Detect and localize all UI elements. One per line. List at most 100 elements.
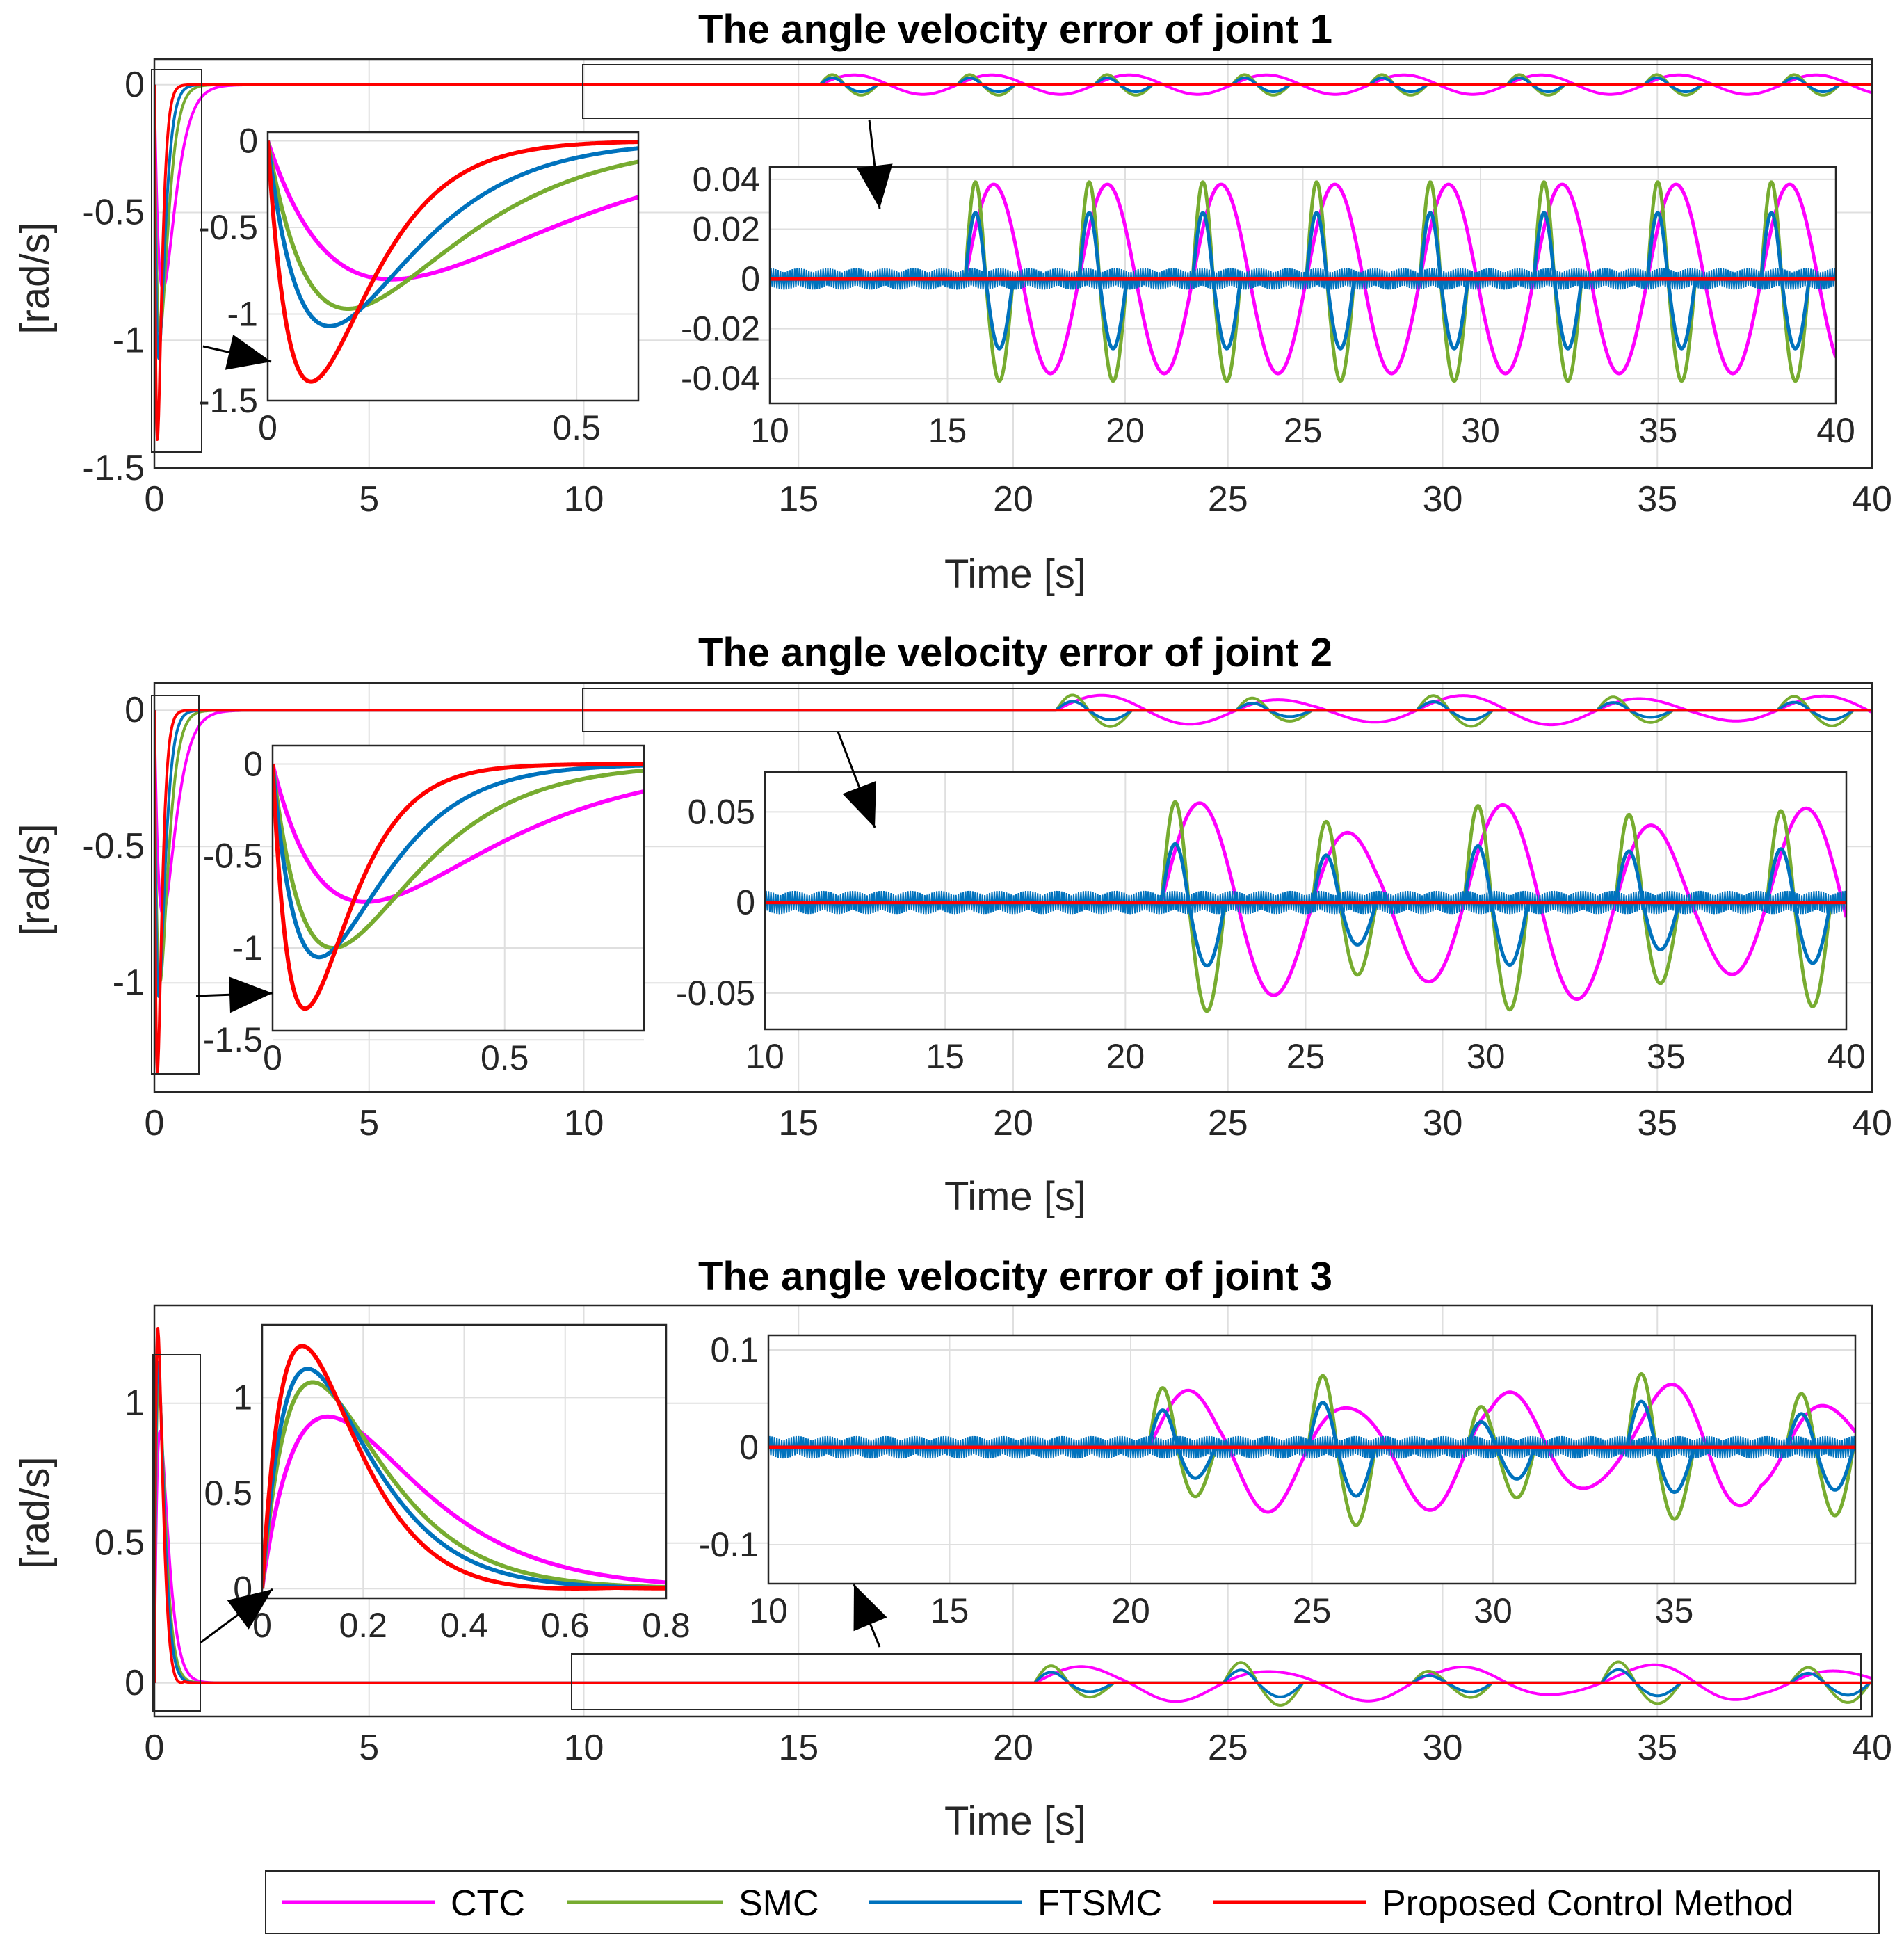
j3-inset-zoom-xtick-label: 35 <box>1655 1591 1694 1630</box>
legend-label-ftsmc: FTSMC <box>1038 1883 1162 1924</box>
j2-main-ytick-label: -0.5 <box>82 826 145 867</box>
j2-inset-transient-ytick-label: -1.5 <box>203 1020 263 1059</box>
j1-inset-zoom-xtick-label: 40 <box>1816 411 1855 450</box>
j2-inset-zoom-tick-labels: 10 15 20 25 30 35 40 0.05 0 -0.05 <box>676 792 1866 1076</box>
j1-inset-transient-ytick-label: 0 <box>239 121 258 160</box>
j1-zoom-box-steady <box>582 64 1873 119</box>
j2-inset-zoom-frame <box>764 771 1848 1031</box>
j1-inset-transient-series-smc <box>268 140 638 311</box>
j3-inset-transient-series-proposed <box>262 1344 666 1591</box>
j2-inset-transient-series-ctc <box>273 763 644 904</box>
x-axis-label-joint-3: Time [s] <box>944 1799 1086 1844</box>
j2-main-tick-labels: 0 5 10 15 20 25 30 35 40 0 -0.5 -1 <box>82 690 1892 1143</box>
j3-inset-zoom-xtick-label: 25 <box>1293 1591 1332 1630</box>
j1-inset-transient-ytick-label: -1 <box>227 294 258 333</box>
j2-main-series-proposed <box>154 709 1872 1074</box>
j2-inset-transient-frame <box>271 744 645 1032</box>
j1-main-xtick-label: 15 <box>778 479 818 520</box>
j2-inset-transient-xtick-label: 0 <box>263 1038 282 1077</box>
j2-main-xtick-label: 35 <box>1637 1103 1677 1143</box>
j1-main-series-proposed <box>154 83 1872 441</box>
j3-main-ytick-label: 0 <box>124 1663 145 1703</box>
j2-inset-zoom-xtick-label: 40 <box>1827 1037 1866 1076</box>
j3-main-xtick-label: 5 <box>359 1728 379 1768</box>
j3-inset-zoom-xtick-label: 20 <box>1111 1591 1150 1630</box>
j3-main-xtick-label: 20 <box>993 1728 1033 1768</box>
j2-inset-transient-series-proposed <box>273 762 644 1011</box>
j1-inset-transient-series-proposed <box>268 140 638 384</box>
j3-zoom-box-transient <box>152 1354 201 1712</box>
j3-inset-zoom-ytick-label: -0.1 <box>699 1525 759 1564</box>
j2-main-xtick-label: 5 <box>359 1103 379 1143</box>
j2-inset-zoom-xtick-label: 25 <box>1286 1037 1325 1076</box>
j3-main-ytick-label: 1 <box>124 1383 145 1424</box>
j1-inset-transient-tick-labels: 0 0.5 0 -0.5 -1 -1.5 <box>198 121 601 447</box>
j2-main-xtick-label: 25 <box>1208 1103 1248 1143</box>
j2-inset-transient: 0 0.5 0 -0.5 -1 -1.5 <box>203 744 645 1077</box>
j1-inset-transient-ytick-label: -0.5 <box>198 208 258 247</box>
j3-main-xtick-label: 10 <box>564 1728 604 1768</box>
legend-label-proposed: Proposed Control Method <box>1382 1883 1794 1924</box>
j1-inset-transient-xtick-label: 0.5 <box>552 408 601 447</box>
j3-inset-transient-ytick-label: 0.5 <box>204 1474 252 1513</box>
j3-inset-transient-series-ftsmc <box>262 1367 666 1591</box>
j1-main-xtick-label: 0 <box>145 479 165 520</box>
j3-main-xtick-label: 40 <box>1852 1728 1892 1768</box>
j3-inset-transient-ytick-label: 1 <box>233 1378 252 1417</box>
j3-arrow-transient-arrow-head <box>227 1589 273 1630</box>
j3-inset-transient-xtick-label: 0.6 <box>541 1606 590 1645</box>
j3-main-series-proposed <box>154 1327 1872 1684</box>
j1-main-ytick-label: -0.5 <box>82 193 145 233</box>
j1-main-xtick-label: 25 <box>1208 479 1248 520</box>
panel-joint-1: The angle velocity error of joint 1 Time… <box>13 7 1892 597</box>
j1-main-ytick-label: -1 <box>113 320 145 360</box>
legend: CTC SMC FTSMC Proposed Control Method <box>265 1870 1880 1934</box>
j1-inset-zoom-xtick-label: 25 <box>1284 411 1323 450</box>
j1-inset-zoom-noise-ftsmc <box>770 268 1836 290</box>
j2-main-ytick-label: -1 <box>113 963 145 1003</box>
j2-main-xtick-label: 20 <box>993 1103 1033 1143</box>
legend-label-smc: SMC <box>739 1883 819 1924</box>
j2-inset-zoom-xtick-label: 35 <box>1647 1037 1686 1076</box>
j3-main-ytick-label: 0.5 <box>95 1523 145 1563</box>
j3-inset-zoom-xtick-label: 10 <box>749 1591 788 1630</box>
j2-inset-zoom-xtick-label: 10 <box>745 1037 784 1076</box>
j3-inset-zoom-ytick-label: 0.1 <box>710 1330 759 1369</box>
y-axis-label-joint-1: [rad/s] <box>13 222 58 334</box>
chart-title-joint-1: The angle velocity error of joint 1 <box>698 7 1332 52</box>
j2-inset-transient-ytick-label: -1 <box>232 928 263 967</box>
j3-arrow-steady-arrow-head <box>853 1584 887 1632</box>
j1-inset-zoom: 10 15 20 25 30 35 40 0.04 0.02 0 -0.02 -0.04 <box>681 160 1855 450</box>
j3-inset-transient-xtick-label: 0.4 <box>440 1606 489 1645</box>
y-axis-label-joint-3: [rad/s] <box>13 1456 58 1568</box>
j3-main-xtick-label: 15 <box>778 1728 818 1768</box>
j1-zoom-box-transient <box>151 69 202 453</box>
j3-inset-zoom: 10 15 20 25 30 35 0.1 0 -0.1 <box>699 1330 1857 1630</box>
j2-inset-zoom-noise-ftsmc <box>765 890 1846 915</box>
j2-main-xtick-label: 0 <box>145 1103 165 1143</box>
j1-inset-zoom-xtick-label: 35 <box>1639 411 1678 450</box>
j1-inset-zoom-xtick-label: 10 <box>750 411 789 450</box>
j3-zoom-box-steady <box>571 1653 1862 1710</box>
j2-inset-zoom-ytick-label: 0 <box>736 883 755 922</box>
j1-inset-transient-ytick-label: -1.5 <box>198 381 258 420</box>
j1-main-xtick-label: 20 <box>993 479 1033 520</box>
j2-inset-transient-ytick-label: -0.5 <box>203 837 263 876</box>
j3-inset-transient-series-ctc <box>262 1414 666 1589</box>
j2-inset-transient-ytick-label: 0 <box>243 744 263 783</box>
j3-inset-zoom-xtick-label: 30 <box>1474 1591 1512 1630</box>
j1-main-xtick-label: 5 <box>359 479 379 520</box>
j2-main-frame <box>153 682 1873 1093</box>
j1-main-xtick-label: 10 <box>564 479 604 520</box>
j1-arrow-transient-arrow-head <box>225 335 271 370</box>
j1-inset-transient-frame <box>266 131 640 402</box>
j3-inset-transient-frame <box>261 1323 668 1600</box>
j2-arrow-steady-arrow-head <box>842 780 877 828</box>
j3-main-xtick-label: 30 <box>1423 1728 1463 1768</box>
panel-joint-2: The angle velocity error of joint 2 Time… <box>13 630 1892 1219</box>
j1-inset-zoom-ytick-label: -0.02 <box>681 309 760 348</box>
j2-inset-zoom-xtick-label: 15 <box>926 1037 965 1076</box>
j3-inset-zoom-xtick-label: 15 <box>930 1591 969 1630</box>
j2-inset-zoom-ytick-label: 0.05 <box>688 792 755 831</box>
